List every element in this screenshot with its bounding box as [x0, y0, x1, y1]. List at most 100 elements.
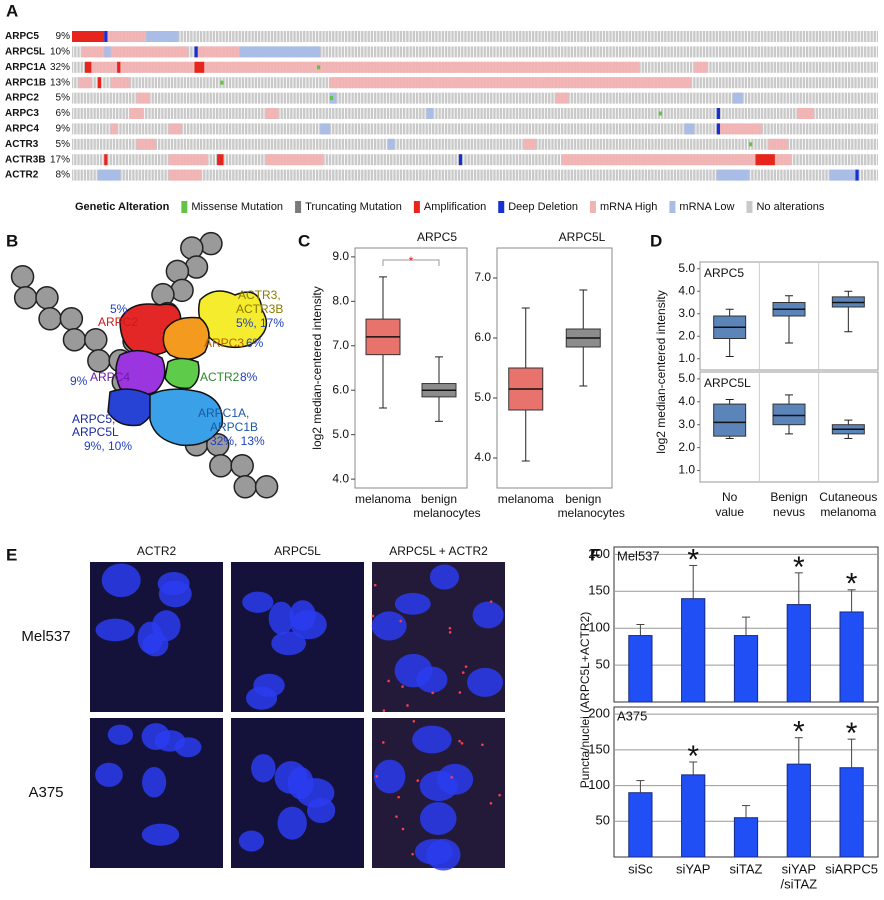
alteration — [146, 31, 179, 42]
actin-subunit — [35, 285, 59, 310]
subunit-name: ACTR3, — [238, 288, 281, 302]
y-tick-label: 5.0 — [332, 427, 349, 441]
nucleus — [251, 754, 276, 783]
gene-percent: 9% — [56, 124, 71, 135]
plot-frame — [496, 247, 613, 489]
x-tick-label: /siTAZ — [781, 876, 818, 891]
gene-percent: 13% — [50, 77, 70, 88]
punctum — [412, 719, 416, 723]
gene-label: ACTR2 — [5, 170, 39, 181]
punctum — [450, 776, 453, 779]
nucleus — [101, 563, 141, 598]
actin-subunit — [254, 474, 279, 499]
alteration — [84, 61, 92, 73]
punctum — [464, 665, 468, 668]
gene-percent: 8% — [56, 170, 71, 181]
nucleus — [394, 653, 433, 688]
alteration — [329, 77, 692, 89]
y-tick-label: 100 — [588, 620, 610, 635]
alteration — [716, 123, 721, 135]
alteration — [658, 111, 662, 116]
nucleus — [295, 778, 335, 808]
y-tick-label: 2.0 — [678, 328, 695, 342]
nucleus — [429, 564, 460, 590]
y-tick-label: 8.0 — [332, 294, 349, 308]
alteration — [97, 169, 121, 181]
actin-subunit — [59, 306, 84, 331]
legend-title: Genetic Alteration — [75, 201, 170, 213]
y-axis-label: Puncta/nuclei (ARPC5L+ACTR2) — [578, 612, 592, 788]
actin-subunit — [62, 328, 87, 352]
column-title: ACTR2 — [137, 544, 177, 558]
actin-subunit — [230, 453, 254, 478]
gene-percent: 6% — [56, 108, 71, 119]
actin-subunit — [38, 307, 62, 331]
x-tick-label: melanocytes — [558, 506, 625, 520]
alteration — [562, 154, 791, 166]
subunit-pct: 8% — [240, 370, 258, 384]
gene-label: ARPC5L — [5, 47, 45, 58]
alteration — [458, 154, 463, 166]
row-title: A375 — [28, 784, 63, 801]
alteration — [755, 154, 775, 166]
track — [72, 108, 878, 119]
y-tick-label: 3.0 — [678, 306, 695, 320]
alteration — [104, 154, 108, 166]
x-tick-label: benign — [565, 492, 601, 506]
plot-title: ARPC5L — [559, 230, 606, 244]
row-title: Mel537 — [21, 628, 70, 645]
alteration — [239, 46, 321, 58]
alteration — [81, 46, 189, 58]
alteration — [555, 92, 569, 104]
gene-label: ARPC2 — [5, 93, 39, 104]
alteration — [110, 77, 131, 89]
y-tick-label: 150 — [588, 583, 610, 598]
nucleus — [419, 802, 457, 835]
bar — [786, 763, 811, 858]
alteration — [194, 46, 198, 58]
significance: * — [687, 543, 699, 576]
alteration — [110, 123, 118, 135]
y-tick-label: 3.0 — [678, 417, 695, 431]
actin-subunit — [233, 475, 257, 499]
punctum — [431, 691, 434, 695]
alteration — [88, 61, 640, 73]
y-tick-label: 150 — [588, 741, 610, 756]
legend-swatch — [746, 201, 753, 213]
x-tick-label: siYAP — [782, 861, 816, 876]
alteration — [426, 108, 434, 119]
track — [72, 31, 878, 42]
alteration — [829, 169, 856, 181]
plot-title: ARPC5L — [704, 376, 751, 390]
gene-label: ARPC4 — [5, 124, 39, 135]
alteration — [732, 92, 743, 104]
bar — [839, 611, 864, 703]
alteration — [136, 138, 156, 150]
x-tick-label: melanocytes — [413, 506, 480, 520]
bar — [628, 635, 653, 703]
punctum — [458, 691, 462, 694]
legend-swatch — [295, 201, 302, 213]
gene-label: ARPC5 — [5, 31, 39, 42]
legend-label: mRNA High — [600, 201, 657, 213]
actin-subunit — [10, 264, 35, 289]
alteration — [194, 61, 205, 73]
x-tick-label: melanoma — [820, 505, 876, 519]
y-tick-label: 4.0 — [474, 450, 491, 464]
punctum — [406, 704, 409, 707]
nucleus — [472, 601, 504, 629]
subunit-pct: 32%, 13% — [210, 434, 265, 448]
actin-subunit — [199, 231, 223, 256]
legend-swatch — [498, 201, 505, 213]
punctum — [481, 743, 484, 747]
punctum — [373, 583, 377, 587]
y-tick-label: 9.0 — [332, 249, 349, 263]
x-tick-label: melanoma — [355, 492, 411, 506]
nucleus — [277, 806, 307, 840]
legend-label: No alterations — [756, 201, 824, 213]
x-tick-label: siARPC5 — [825, 861, 878, 876]
actin-subunit — [209, 454, 233, 478]
plot-frame — [699, 261, 879, 371]
punctum — [489, 801, 493, 805]
alteration — [720, 123, 762, 135]
